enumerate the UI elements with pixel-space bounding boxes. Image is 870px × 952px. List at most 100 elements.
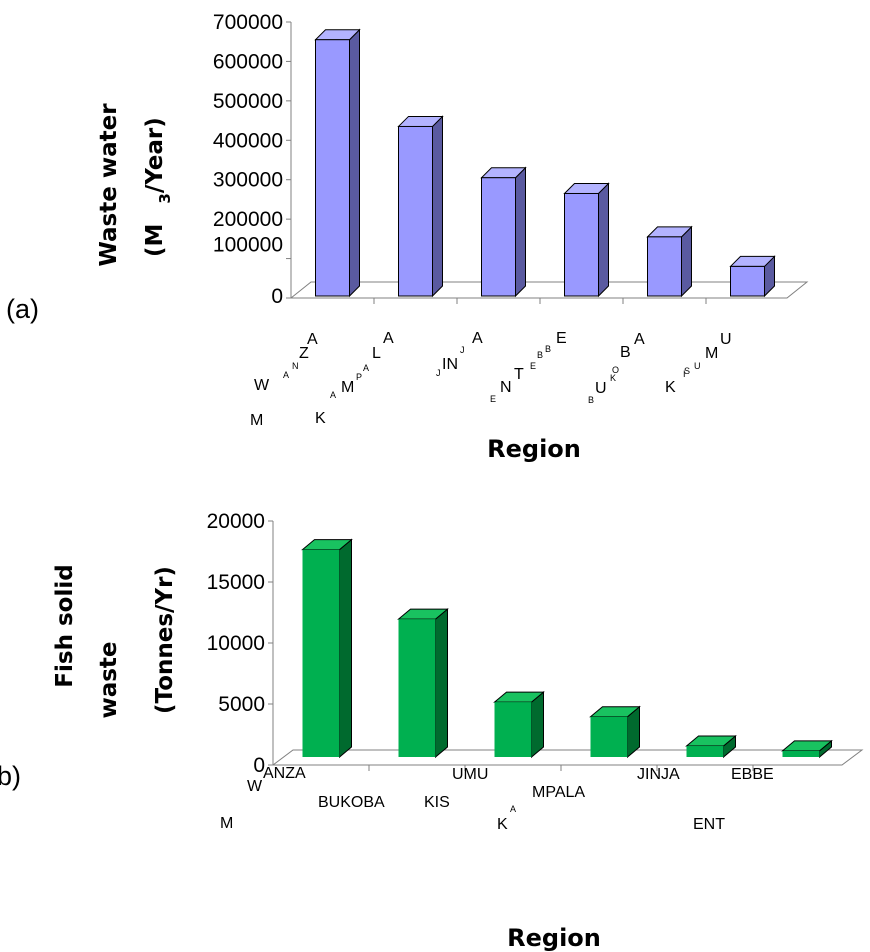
y-tick-label: 600000 xyxy=(213,50,283,73)
bar-front xyxy=(398,619,436,757)
cat-b-1-l2: W xyxy=(247,778,263,795)
cat-a-2-l3: M xyxy=(341,379,354,396)
y-tick-label: 0 xyxy=(253,754,265,777)
cat-a-1-l4: N xyxy=(292,361,299,371)
cat-a-4-l1: E xyxy=(490,394,496,404)
cat-a-6-l5: M xyxy=(705,345,718,362)
bar-front xyxy=(686,746,724,757)
cat-b-2: BUKOBA xyxy=(318,794,385,811)
cat-a-2-l7: A xyxy=(383,330,394,347)
y-ticks-a: 700000 600000 500000 400000 300000 200000 1000… xyxy=(213,11,291,308)
panel-label-b: b) xyxy=(0,761,21,791)
bar xyxy=(589,705,641,759)
y-ticks-b: 20000 15000 10000 5000 0 xyxy=(207,510,273,777)
cat-b-4-l3: MPALA xyxy=(532,784,585,801)
y-axis-title-b-1: Fish solid xyxy=(52,564,78,687)
bar xyxy=(781,739,833,759)
y-tick-label: 100000 xyxy=(213,234,283,257)
cat-a-2-l1: K xyxy=(315,410,326,427)
x-category-labels-a: M W A N Z A K A M P A L A J IN J A E N T… xyxy=(250,330,732,429)
cat-a-5-l4: O xyxy=(612,365,619,375)
bar-front xyxy=(647,236,682,297)
cat-a-2-l6: L xyxy=(372,345,381,362)
bar xyxy=(685,734,737,759)
y-tick-label: 300000 xyxy=(213,169,283,192)
bar-front xyxy=(315,39,350,297)
cat-a-5-l3: K xyxy=(610,373,616,383)
bar-side xyxy=(681,225,692,298)
y-tick-label: 10000 xyxy=(207,632,265,655)
svg-text:(M3/Year): (M 3/Year) xyxy=(142,117,174,257)
cat-a-4-l2: N xyxy=(500,379,512,396)
cat-a-4-l3: T xyxy=(514,366,524,383)
y-tick-label: 400000 xyxy=(213,129,283,152)
cat-a-1-l6: A xyxy=(307,331,318,348)
cat-a-1-l2: W xyxy=(254,377,270,394)
bar xyxy=(563,182,610,298)
cat-a-5-l5: B xyxy=(620,344,631,361)
y-axis-title-b-line1: Fish solid xyxy=(52,564,78,687)
bar xyxy=(480,166,527,298)
cat-a-5-l2: U xyxy=(595,380,607,397)
cat-a-3-l1: J xyxy=(436,368,441,378)
bar xyxy=(493,691,545,759)
chart-a: (a) Waste water (M 3/Year) 700000 600000 50… xyxy=(6,11,809,463)
floor-a xyxy=(290,281,809,299)
bar-side xyxy=(515,166,526,298)
cat-a-4-l6: B xyxy=(545,344,551,354)
bar xyxy=(314,28,361,298)
cat-a-1-l1: M xyxy=(250,412,263,429)
cat-b-3-l1: KIS xyxy=(424,794,450,811)
chart-b: b) Fish solid waste (Tonnes/Yr) 20000 150… xyxy=(0,510,864,952)
cat-a-6-l1: K xyxy=(665,379,676,396)
bar-side xyxy=(435,608,448,759)
cat-a-6-l2: I xyxy=(683,369,686,379)
y-tick-label: 0 xyxy=(271,285,283,308)
cat-a-5-l1: B xyxy=(588,395,594,405)
cat-a-3-l2: IN xyxy=(442,356,458,373)
cat-a-2-l2: A xyxy=(330,390,336,400)
y-tick-label: 700000 xyxy=(213,11,283,34)
y-axis-title-a-line1: Waste water xyxy=(96,103,122,267)
bar xyxy=(397,608,449,759)
y-tick-label: 5000 xyxy=(218,693,265,716)
y-axis-title-a-rest: /Year) xyxy=(142,117,168,193)
floor-b xyxy=(272,749,864,766)
y-axis-title-a-line2: (M xyxy=(142,224,168,257)
bar xyxy=(646,225,693,298)
bar-front xyxy=(564,192,599,297)
cat-a-6-l3: S xyxy=(684,366,690,376)
bar-front xyxy=(481,177,516,297)
cat-a-5-l6: A xyxy=(634,331,645,348)
cat-a-1-l3: A xyxy=(283,370,289,380)
cat-a-3-l4: A xyxy=(472,330,483,347)
cat-b-4-l1: K xyxy=(497,816,508,833)
cat-a-4-l7: E xyxy=(556,330,567,347)
cat-b-4-l2: A xyxy=(510,804,516,814)
cat-b-5: JINJA xyxy=(637,766,680,783)
bar-side xyxy=(531,691,544,759)
bar-side xyxy=(349,28,360,298)
panel-label-a: (a) xyxy=(6,294,39,324)
y-axis-title-a-sup: 3 xyxy=(156,193,174,203)
cat-a-2-l4: P xyxy=(356,372,362,382)
bar-side xyxy=(598,182,609,298)
bar-front xyxy=(302,549,340,757)
cat-a-1-l5: Z xyxy=(299,345,309,362)
y-tick-label: 200000 xyxy=(213,208,283,231)
cat-b-1-l3: ANZA xyxy=(263,765,306,782)
bars-b xyxy=(301,538,833,759)
bar-front xyxy=(398,125,433,297)
bar-front xyxy=(494,702,532,757)
cat-a-6-l4: U xyxy=(694,361,701,371)
cat-a-2-l5: A xyxy=(363,363,369,373)
y-axis-title-a-second: (M 3/Year) xyxy=(142,117,174,257)
cat-b-6-l2: EBBE xyxy=(731,766,774,783)
bar-front xyxy=(590,716,628,757)
bars-a xyxy=(314,28,776,298)
bar-front xyxy=(782,750,820,757)
x-axis-title-a: Region xyxy=(487,435,581,463)
y-axis-title-b-line2: waste xyxy=(96,641,122,718)
bar xyxy=(301,538,353,759)
